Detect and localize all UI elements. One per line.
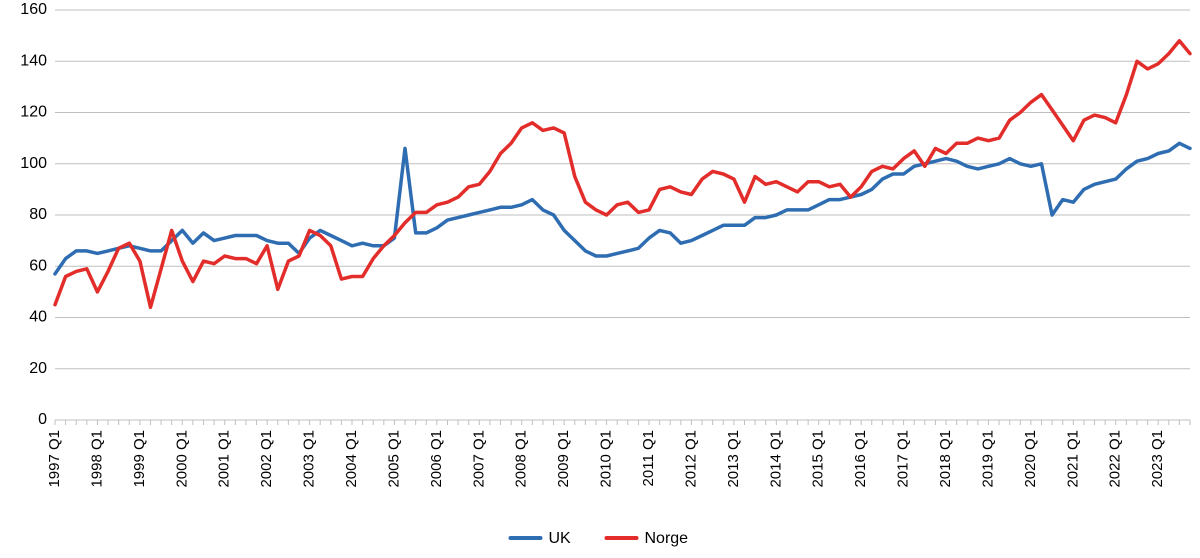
y-tick-label: 60	[29, 257, 47, 274]
x-tick-label: 2012 Q1	[682, 430, 699, 488]
legend-label: Norge	[645, 530, 689, 547]
x-tick-label: 2021 Q1	[1064, 430, 1081, 488]
line-chart: 0 20 40 60 80 100 120 140 160 1997 Q1 1998 Q1 1999 …	[0, 0, 1200, 558]
y-tick-label: 160	[20, 1, 47, 18]
x-tick-label: 2016 Q1	[852, 430, 869, 488]
x-tick-label: 2022 Q1	[1107, 430, 1124, 488]
y-tick-label: 140	[20, 52, 47, 69]
y-tick-label: 40	[29, 309, 47, 326]
x-tick-label: 1999 Q1	[131, 430, 148, 488]
y-tick-label: 80	[29, 206, 47, 223]
y-tick-label: 120	[20, 104, 47, 121]
x-tick-label: 2023 Q1	[1149, 430, 1166, 488]
x-tick-label: 2010 Q1	[598, 430, 615, 488]
x-tick-label: 2015 Q1	[810, 430, 827, 488]
x-tick-label: 2004 Q1	[343, 430, 360, 488]
x-tick-label: 2019 Q1	[979, 430, 996, 488]
y-tick-label: 0	[38, 411, 47, 428]
x-tick-label: 1997 Q1	[46, 430, 63, 488]
x-tick-label: 2007 Q1	[470, 430, 487, 488]
y-tick-label: 100	[20, 155, 47, 172]
x-tick-label: 2002 Q1	[258, 430, 275, 488]
x-tick-label: 2011 Q1	[640, 430, 657, 486]
x-tick-label: 2018 Q1	[937, 430, 954, 488]
x-tick-label: 2001 Q1	[216, 430, 233, 488]
x-tick-label: 2009 Q1	[555, 430, 572, 488]
x-tick-label: 2006 Q1	[428, 430, 445, 488]
x-tick-label: 2014 Q1	[767, 430, 784, 488]
x-tick-label: 2017 Q1	[895, 430, 912, 488]
chart-svg: 0 20 40 60 80 100 120 140 160 1997 Q1 1998 Q1 1999 …	[0, 0, 1200, 558]
x-tick-label: 2008 Q1	[513, 430, 530, 488]
x-tick-label: 2013 Q1	[725, 430, 742, 488]
x-tick-label: 2003 Q1	[301, 430, 318, 488]
x-tick-label: 2005 Q1	[385, 430, 402, 488]
legend-label: UK	[549, 530, 572, 547]
y-tick-label: 20	[29, 360, 47, 377]
x-tick-label: 2000 Q1	[173, 430, 190, 488]
x-tick-label: 1998 Q1	[88, 430, 105, 488]
x-tick-label: 2020 Q1	[1022, 430, 1039, 488]
